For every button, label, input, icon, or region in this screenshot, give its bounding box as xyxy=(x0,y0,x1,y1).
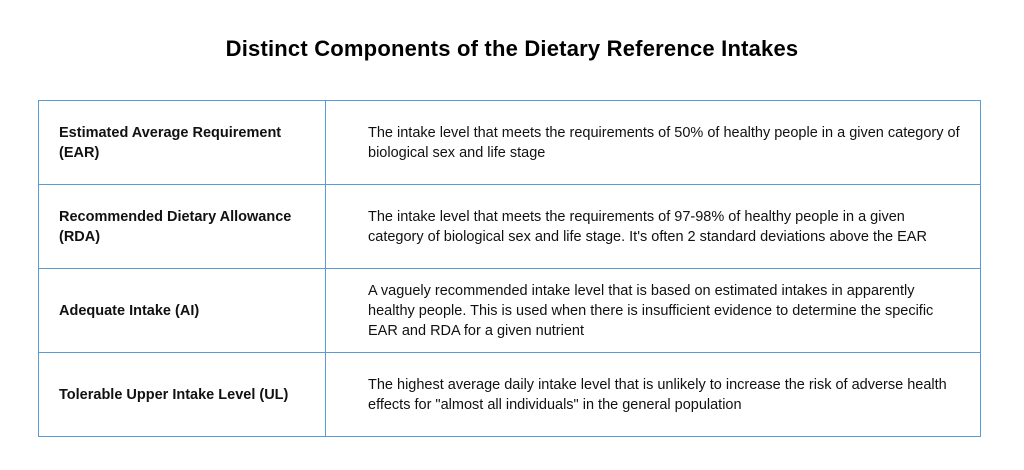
definition-cell-rda: The intake level that meets the requirem… xyxy=(325,184,981,269)
term-cell-ul: Tolerable Upper Intake Level (UL) xyxy=(38,352,326,437)
definition-cell-ear: The intake level that meets the requirem… xyxy=(325,100,981,185)
page-title: Distinct Components of the Dietary Refer… xyxy=(225,36,799,61)
definition-cell-ul: The highest average daily intake level t… xyxy=(325,352,981,437)
definition-cell-ai: A vaguely recommended intake level that … xyxy=(325,268,981,353)
table-row-ai: Adequate Intake (AI) A vaguely recommend… xyxy=(38,268,981,353)
dri-table: Estimated Average Requirement (EAR) The … xyxy=(38,100,981,437)
term-cell-ear: Estimated Average Requirement (EAR) xyxy=(38,100,326,185)
table-row-rda: Recommended Dietary Allowance (RDA) The … xyxy=(38,184,981,269)
table-row-ear: Estimated Average Requirement (EAR) The … xyxy=(38,100,981,185)
dri-table-body: Estimated Average Requirement (EAR) The … xyxy=(38,100,981,437)
term-cell-rda: Recommended Dietary Allowance (RDA) xyxy=(38,184,326,269)
table-row-ul: Tolerable Upper Intake Level (UL) The hi… xyxy=(38,352,981,437)
term-cell-ai: Adequate Intake (AI) xyxy=(38,268,326,353)
